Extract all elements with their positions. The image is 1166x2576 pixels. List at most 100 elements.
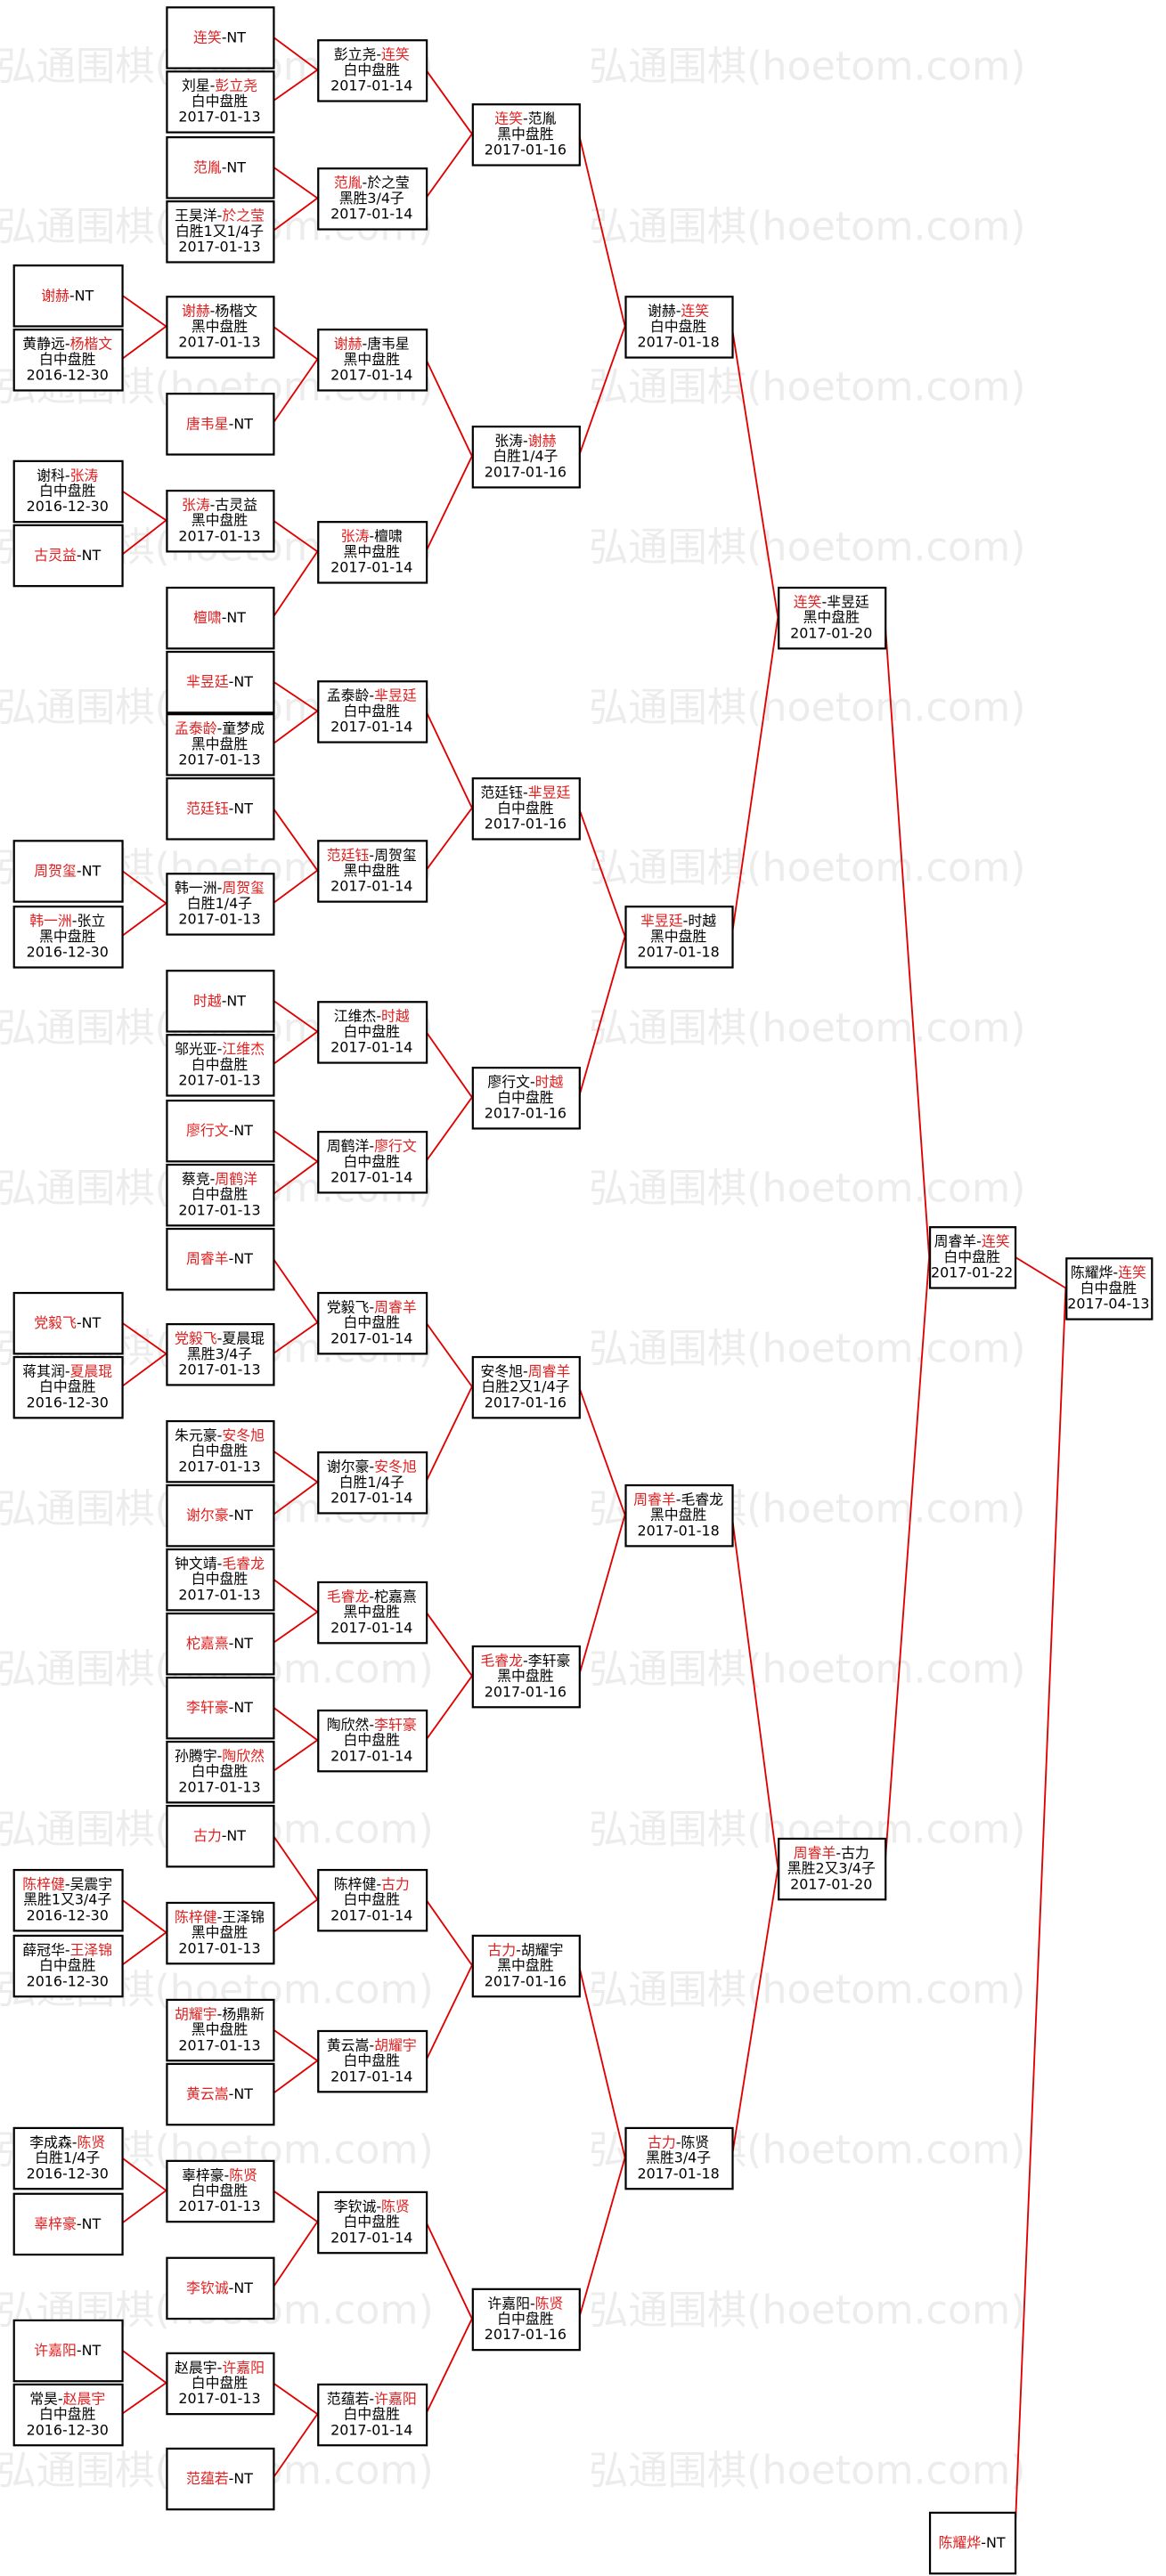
- match-box: 时越-NT: [166, 970, 275, 1033]
- match-players: 毛睿龙-李轩豪: [480, 1652, 570, 1669]
- separator: -: [369, 1298, 374, 1315]
- match-date: 2017-01-14: [330, 2068, 412, 2084]
- separator: -: [516, 1941, 521, 1958]
- player-name: 古力: [487, 1941, 516, 1958]
- match-box: 廖行文-NT: [166, 1099, 275, 1163]
- player-name: NT: [233, 2085, 253, 2102]
- match-date: 2017-01-13: [178, 109, 260, 126]
- separator: -: [229, 673, 234, 690]
- separator: -: [77, 2342, 82, 2359]
- match-result: 黑中盘胜: [192, 318, 249, 335]
- box-frame: [12, 459, 124, 524]
- box-frame: [317, 2029, 428, 2093]
- match-result: 黑中盘胜: [344, 1604, 401, 1621]
- match-players: 陈梓健-吴震宇: [22, 1875, 112, 1892]
- separator: -: [683, 912, 689, 929]
- separator: -: [217, 1908, 223, 1925]
- match-date: 2017-01-14: [330, 1619, 412, 1636]
- box-frame: [12, 2192, 124, 2256]
- watermark: 弘通围棋(hoetom.com): [589, 686, 1025, 731]
- watermark: 弘通围棋(hoetom.com): [589, 365, 1025, 410]
- box-frame: [624, 906, 734, 969]
- player-name: NT: [233, 1507, 253, 1524]
- match-box: 许嘉阳-NT: [12, 2319, 124, 2383]
- match-players: 谢尔豪-NT: [186, 1507, 253, 1524]
- match-date: 2017-01-14: [330, 1168, 412, 1185]
- player-name: 陈贤: [535, 2295, 564, 2312]
- player-name: 周鹤洋: [327, 1137, 370, 1154]
- connector: [884, 1256, 931, 1869]
- connector: [425, 1030, 473, 1098]
- separator: -: [981, 2534, 986, 2551]
- connector: [121, 2157, 167, 2191]
- box-frame: [166, 2447, 275, 2511]
- connector: [425, 2318, 473, 2415]
- match-date: 2017-01-18: [637, 334, 719, 351]
- connector: [425, 1898, 473, 1966]
- match-result: 白中盘胜: [192, 1763, 249, 1780]
- match-date: 2017-01-13: [178, 2390, 260, 2407]
- box-frame: [166, 1227, 275, 1291]
- box-frame: [166, 1483, 275, 1548]
- match-box: 柁嘉熹-NT: [166, 1612, 275, 1676]
- separator: -: [77, 547, 82, 564]
- player-name: 孙腾宇: [175, 1747, 217, 1764]
- player-name: 谢尔豪: [327, 1458, 370, 1475]
- match-players: 周睿羊-古力: [794, 1844, 869, 1861]
- connector: [577, 1515, 626, 1677]
- connector: [1014, 1288, 1067, 2543]
- separator: -: [210, 1170, 216, 1187]
- player-name: 时越: [535, 1073, 564, 1090]
- match-players: 钟文靖-毛睿龙: [175, 1555, 265, 1572]
- connector: [272, 680, 318, 712]
- player-name: NT: [226, 28, 246, 45]
- box-frame: [778, 1837, 887, 1901]
- separator: -: [65, 467, 70, 484]
- separator: -: [210, 496, 216, 513]
- player-name: 廖行文: [374, 1137, 417, 1154]
- match-box: 范胤-NT: [166, 136, 275, 199]
- player-name: 江维杰: [334, 1007, 377, 1024]
- player-name: 檀啸: [193, 609, 222, 626]
- connector: [1014, 1255, 1066, 1289]
- match-players: 陶欣然-李轩豪: [327, 1716, 417, 1733]
- player-name: NT: [226, 992, 246, 1009]
- separator: -: [523, 784, 528, 800]
- box-frame: [166, 1323, 275, 1386]
- match-players: 谢赫-杨楷文: [182, 302, 257, 319]
- match-date: 2017-01-14: [330, 1489, 412, 1506]
- match-players: 蔡竞-周鹤洋: [182, 1170, 257, 1187]
- connector: [272, 1321, 318, 1355]
- match-box: 芈昱廷-NT: [166, 650, 275, 714]
- separator: -: [1113, 1264, 1118, 1280]
- match-result: 黑中盘胜: [497, 1668, 554, 1685]
- player-name: 王泽锦: [70, 1941, 113, 1958]
- separator: -: [72, 2133, 77, 2150]
- connector: [425, 807, 473, 872]
- player-name: 王昊洋: [175, 207, 217, 223]
- match-result: 黑中盘胜: [192, 512, 249, 529]
- box-frame: [166, 1740, 275, 1804]
- separator: -: [217, 207, 223, 223]
- box-frame: [12, 264, 124, 328]
- match-players: 时越-NT: [193, 992, 246, 1009]
- match-date: 2017-01-13: [178, 1072, 260, 1089]
- match-players: 朱元豪-安冬旭: [175, 1426, 265, 1443]
- match-date: 2016-12-30: [27, 1972, 109, 1989]
- match-players: 谢科-张涛: [37, 467, 98, 484]
- player-name: 陈贤: [381, 2198, 410, 2214]
- player-name: 李轩豪: [186, 1699, 229, 1716]
- match-players: 孟泰龄-芈昱廷: [327, 687, 417, 703]
- connector: [121, 1353, 167, 1388]
- match-players: 范蕴若-NT: [186, 2470, 253, 2487]
